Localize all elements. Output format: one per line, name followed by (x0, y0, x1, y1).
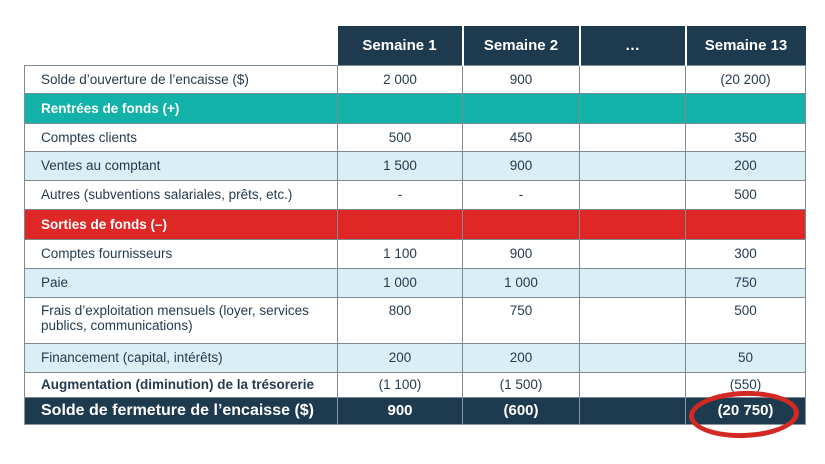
row-label-cell: Autres (subventions salariales, prêts, e… (24, 179, 338, 210)
value-cell: (600) (462, 396, 580, 425)
value-cell: 500 (685, 296, 806, 344)
row-label-cell: Solde d’ouverture de l’encaisse ($) (24, 64, 338, 94)
value-cell: (550) (685, 371, 806, 398)
value-cell: 900 (462, 150, 580, 181)
value-cell (462, 208, 580, 240)
value-cell: 200 (462, 342, 580, 373)
value-cell (685, 92, 806, 124)
table-row-other-inflows: Autres (subventions salariales, prêts, e… (24, 179, 806, 210)
value-cell: 200 (337, 342, 463, 373)
value-cell: 50 (685, 342, 806, 373)
value-cell (579, 64, 686, 94)
value-cell (579, 150, 686, 181)
value-cell: 1 000 (462, 267, 580, 298)
value-cell: 2 000 (337, 64, 463, 94)
value-cell: 750 (685, 267, 806, 298)
value-cell (337, 92, 463, 124)
value-cell: 500 (685, 179, 806, 210)
header-spacer-cell (25, 26, 338, 65)
table-row-accounts-payable: Comptes fournisseurs 1 100 900 300 (24, 238, 806, 269)
value-cell (579, 296, 686, 344)
value-cell: 800 (337, 296, 463, 344)
value-cell (579, 179, 686, 210)
row-label-cell: Frais d’exploitation mensuels (loyer, se… (24, 296, 338, 344)
value-cell: 900 (337, 396, 463, 425)
value-cell: 350 (685, 122, 806, 152)
value-cell: 900 (462, 238, 580, 269)
value-cell (579, 396, 686, 425)
column-header-week2: Semaine 2 (461, 26, 580, 65)
table-row-operating-expenses: Frais d’exploitation mensuels (loyer, se… (24, 296, 806, 344)
value-cell (579, 267, 686, 298)
value-cell (579, 371, 686, 398)
section-row-inflows: Rentrées de fonds (+) (24, 92, 806, 124)
value-cell: 1 500 (337, 150, 463, 181)
circled-value-cell: (20 750) (685, 396, 806, 425)
cash-flow-table: Semaine 1 Semaine 2 … Semaine 13 Solde d… (24, 26, 806, 425)
row-label-cell: Paie (24, 267, 338, 298)
table-row-financing: Financement (capital, intérêts) 200 200 … (24, 342, 806, 373)
row-label-cell: Financement (capital, intérêts) (24, 342, 338, 373)
value-cell (579, 208, 686, 240)
table-header-row: Semaine 1 Semaine 2 … Semaine 13 (25, 26, 806, 65)
row-label-cell: Solde de fermeture de l’encaisse ($) (24, 396, 338, 425)
row-label-cell: Ventes au comptant (24, 150, 338, 181)
column-header-ellipsis: … (578, 26, 686, 65)
table-row-payroll: Paie 1 000 1 000 750 (24, 267, 806, 298)
value-cell: 1 100 (337, 238, 463, 269)
value-cell: 200 (685, 150, 806, 181)
value-cell (337, 208, 463, 240)
value-cell (579, 92, 686, 124)
value-cell: (1 500) (462, 371, 580, 398)
table-row-closing-balance: Solde de fermeture de l’encaisse ($) 900… (24, 396, 806, 425)
value-cell: 450 (462, 122, 580, 152)
table-row-opening-balance: Solde d’ouverture de l’encaisse ($) 2 00… (24, 64, 806, 94)
table-row-cash-sales: Ventes au comptant 1 500 900 200 (24, 150, 806, 181)
row-label-cell: Comptes fournisseurs (24, 238, 338, 269)
column-header-week13: Semaine 13 (684, 26, 806, 65)
section-header-cell: Rentrées de fonds (+) (24, 92, 338, 124)
table-row-accounts-receivable: Comptes clients 500 450 350 (24, 122, 806, 152)
value-cell: 300 (685, 238, 806, 269)
value-cell: (1 100) (337, 371, 463, 398)
value-cell: - (337, 179, 463, 210)
section-header-cell: Sorties de fonds (–) (24, 208, 338, 240)
value-cell: (20 200) (685, 64, 806, 94)
row-label-cell: Comptes clients (24, 122, 338, 152)
section-row-outflows: Sorties de fonds (–) (24, 208, 806, 240)
row-label-cell: Augmentation (diminution) de la trésorer… (24, 371, 338, 398)
value-cell: 900 (462, 64, 580, 94)
value-cell: 500 (337, 122, 463, 152)
column-header-week1: Semaine 1 (337, 26, 463, 65)
value-cell (462, 92, 580, 124)
value-cell (579, 342, 686, 373)
value-cell (579, 122, 686, 152)
value-cell: - (462, 179, 580, 210)
table-row-net-change: Augmentation (diminution) de la trésorer… (24, 371, 806, 398)
value-cell (685, 208, 806, 240)
value-cell (579, 238, 686, 269)
value-cell: 750 (462, 296, 580, 344)
value-cell: 1 000 (337, 267, 463, 298)
